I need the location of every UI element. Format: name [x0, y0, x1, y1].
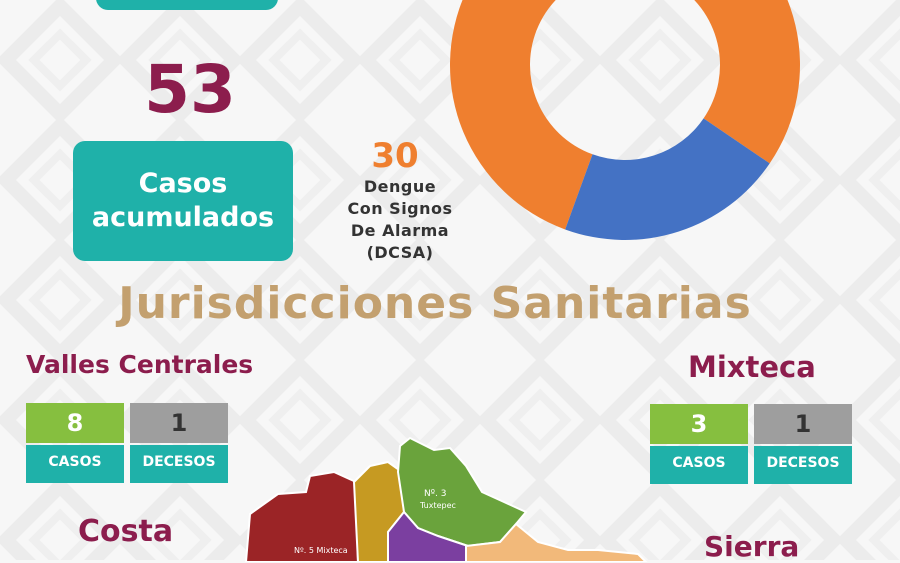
map-label-tuxtepec-1: Nº. 3	[424, 489, 446, 499]
section-title: Jurisdicciones Sanitarias	[118, 278, 752, 329]
dcsa-label: Dengue Con Signos De Alarma (DCSA)	[325, 176, 475, 264]
region-name-valles: Valles Centrales	[26, 350, 254, 379]
dcsa-label-line1: Dengue	[363, 177, 437, 196]
mixteca-cases-value: 3	[650, 404, 748, 444]
oaxaca-jurisdictions-map: Nº. 3 Tuxtepec Nº. 5 Mixteca	[244, 436, 648, 562]
dcsa-label-line3: De Alarma	[350, 221, 450, 240]
map-label-tuxtepec-2: Tuxtepec	[419, 501, 456, 510]
accumulated-cases-number: 53	[144, 51, 236, 128]
region-name-mixteca: Mixteca	[688, 350, 816, 384]
dcsa-donut-chart	[450, 0, 800, 240]
valles-cases-label: CASOS	[26, 445, 124, 483]
dcsa-number: 30	[371, 136, 419, 176]
mixteca-cases-label: CASOS	[650, 446, 748, 484]
mixteca-stat-box: 3 1 CASOS DECESOS	[650, 404, 858, 486]
mixteca-deaths-label: DECESOS	[754, 446, 852, 484]
map-region-valles	[387, 510, 470, 562]
valles-cases-value: 8	[26, 403, 124, 443]
valles-stat-box: 8 1 CASOS DECESOS	[26, 403, 234, 485]
region-name-sierra: Sierra	[704, 530, 800, 563]
dcsa-label-line2: Con Signos	[347, 199, 453, 218]
map-region-istmo	[465, 522, 648, 562]
map-region-mixteca	[244, 470, 360, 562]
region-name-costa: Costa	[78, 514, 174, 549]
dcsa-label-line4: (DCSA)	[366, 243, 434, 262]
mixteca-deaths-value: 1	[754, 404, 852, 444]
accumulated-label-line2: acumulados	[91, 202, 275, 233]
map-label-mixteca: Nº. 5 Mixteca	[294, 546, 348, 555]
donut-segment-0	[450, 0, 800, 230]
accumulated-label-line1: Casos	[138, 168, 228, 199]
accumulated-cases-badge: Casos acumulados	[73, 141, 293, 261]
valles-deaths-value: 1	[130, 403, 228, 443]
top-teal-box	[96, 0, 278, 10]
valles-deaths-label: DECESOS	[130, 445, 228, 483]
donut-segment-1	[565, 118, 770, 240]
